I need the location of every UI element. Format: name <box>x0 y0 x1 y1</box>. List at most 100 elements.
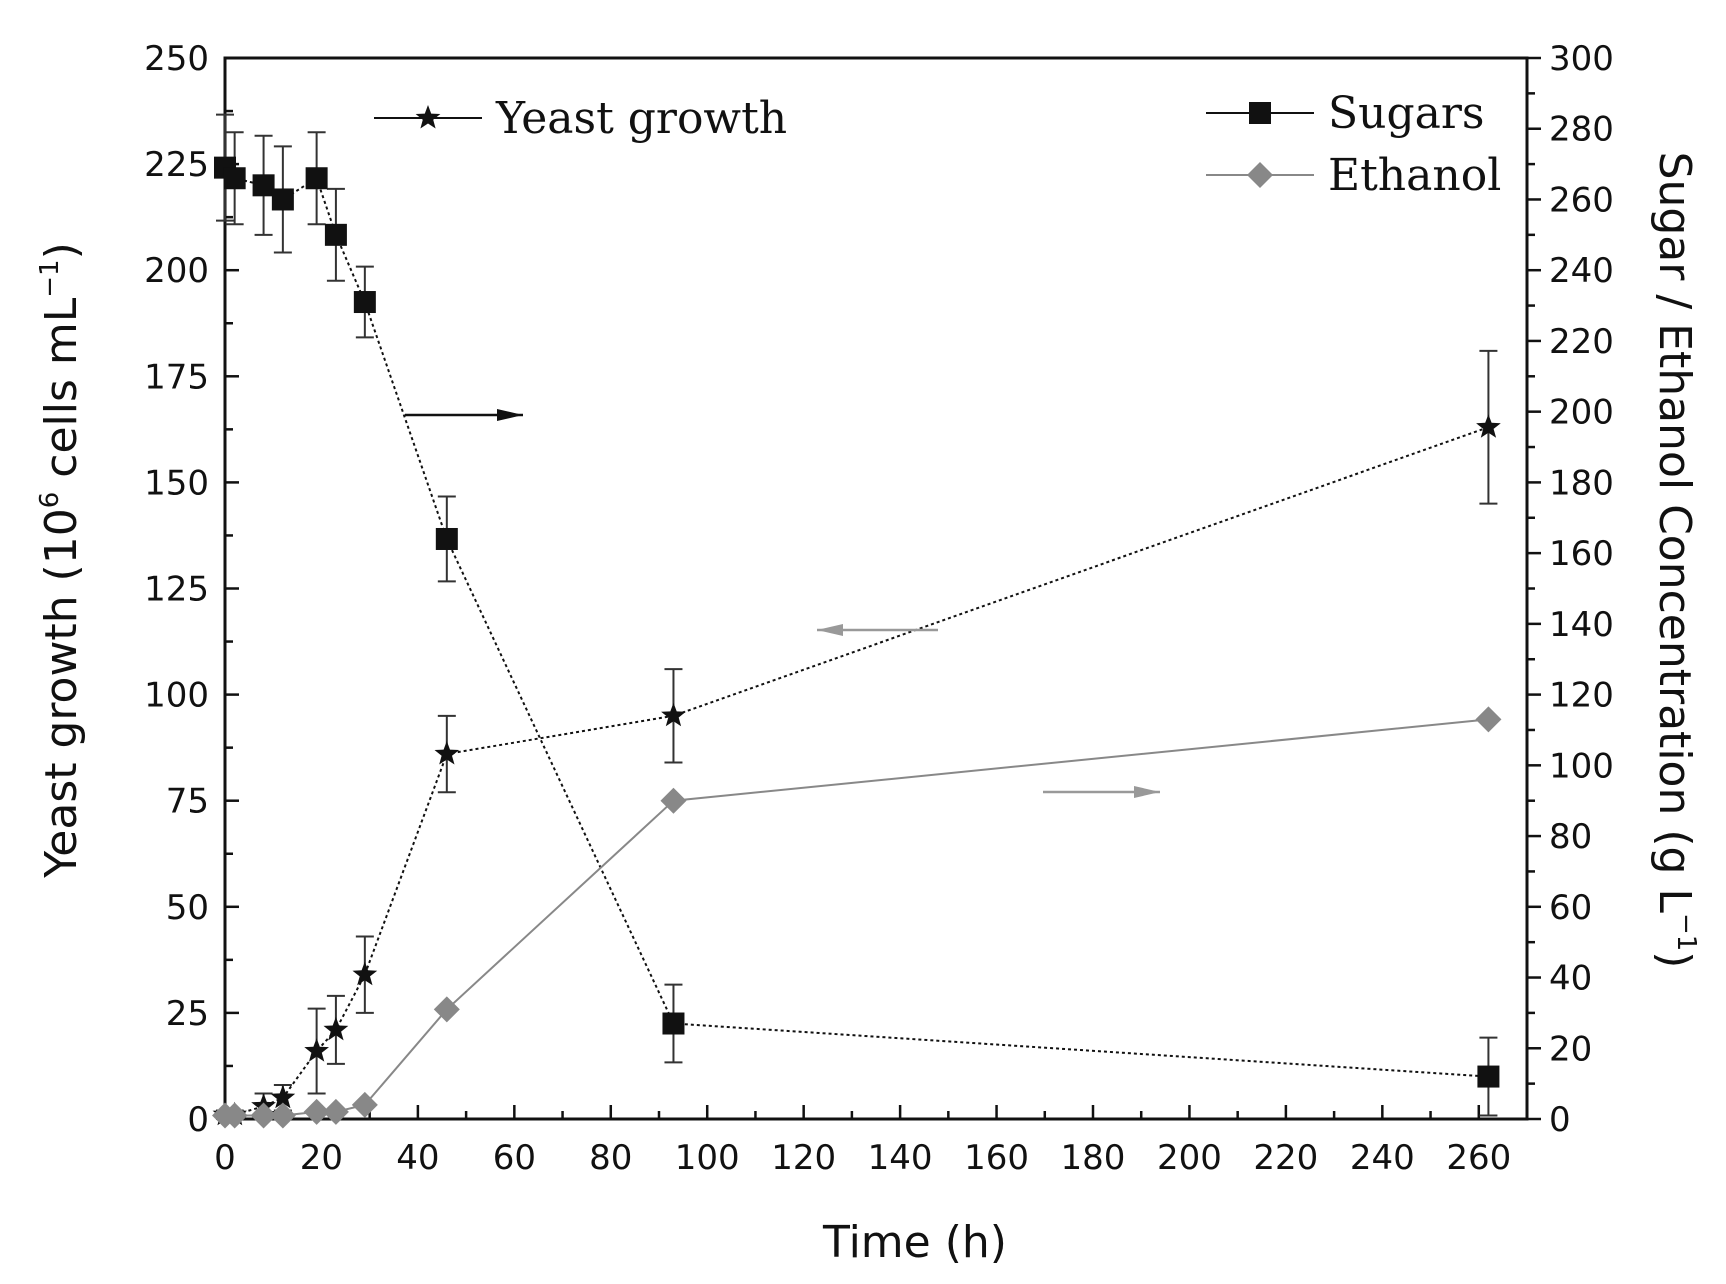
legend-marker-square <box>1249 102 1271 124</box>
arrow-head <box>817 624 843 636</box>
x-axis: 0 20 40 60 80 100 120 140 160 180 200 220 240 260 <box>214 1105 1511 1178</box>
y-left-tick-label: 150 <box>144 463 209 503</box>
x-tick-label: 80 <box>589 1138 632 1178</box>
data-point-square <box>353 291 376 314</box>
y-right-tick-label: 260 <box>1549 180 1614 220</box>
data-point-diamond <box>433 996 460 1023</box>
data-point-star <box>323 1016 349 1041</box>
y-left-tick-label: 75 <box>166 782 209 822</box>
y-left-tick-label: 125 <box>144 570 209 610</box>
y-left-tick-label: 175 <box>144 357 209 397</box>
data-point-star <box>270 1084 296 1109</box>
data-point-star <box>661 702 686 727</box>
y-axis-right: 0 20 40 60 80 100 120 140 160 180 200 220 240 260 280 3… <box>1527 39 1614 1140</box>
data-point-diamond <box>269 1102 296 1129</box>
series-sugars <box>214 113 1500 1117</box>
data-point-square <box>662 1012 685 1035</box>
data-point-diamond <box>303 1098 330 1125</box>
legend-label: Ethanol <box>1328 150 1501 201</box>
y-axis-left: 0 25 50 75 100 125 150 175 200 225 250 <box>144 39 239 1140</box>
y-right-title-main: Sugar / Ethanol Concentration (g L <box>1649 152 1700 914</box>
y-right-tick-label: 200 <box>1549 393 1614 433</box>
y-right-tick-label: 40 <box>1549 959 1592 999</box>
y-left-tick-label: 25 <box>166 994 209 1034</box>
y-left-title-sup1: 6 <box>35 492 65 509</box>
x-tick-label: 200 <box>1157 1138 1222 1178</box>
series-line-yeast-growth <box>225 426 1489 1116</box>
y-left-title-main: Yeast growth (10 <box>36 508 87 878</box>
plot-area-border <box>223 56 1529 1121</box>
y-left-tick-label: 50 <box>166 888 209 928</box>
y-right-tick-label: 220 <box>1549 322 1614 362</box>
x-tick-label: 140 <box>868 1138 933 1178</box>
arrow-head <box>1134 786 1160 798</box>
x-axis-title: Time (h) <box>822 1217 1007 1268</box>
arrow-right-black <box>405 409 523 421</box>
series-layer <box>212 113 1502 1129</box>
x-tick-label: 60 <box>493 1138 536 1178</box>
arrow-head <box>497 409 523 421</box>
data-point-diamond <box>221 1102 248 1129</box>
arrow-right-gray <box>1043 786 1160 798</box>
data-point-square <box>223 167 246 190</box>
data-point-square <box>252 174 275 197</box>
axis-arrows <box>405 409 1160 798</box>
legend-marker-star <box>415 105 441 129</box>
y-left-tick-label: 100 <box>144 676 209 716</box>
y-left-tick-label: 225 <box>144 145 209 185</box>
legend-entry-sugars: Sugars <box>1206 88 1485 139</box>
y-right-title-end: ) <box>1649 951 1700 968</box>
x-tick-label: 180 <box>1061 1138 1126 1178</box>
arrow-left-gray <box>817 624 938 636</box>
x-tick-label: 260 <box>1446 1138 1511 1178</box>
data-point-star <box>434 741 460 765</box>
y-right-tick-label: 100 <box>1549 746 1614 786</box>
x-tick-label: 40 <box>396 1138 439 1178</box>
data-point-diamond <box>1475 706 1502 733</box>
legend: Yeast growth Sugars Ethanol <box>374 88 1501 201</box>
x-tick-label: 120 <box>771 1138 836 1178</box>
x-tick-label: 240 <box>1350 1138 1415 1178</box>
legend-entry-yeast-growth: Yeast growth <box>374 93 787 144</box>
data-point-star <box>1476 414 1501 438</box>
y-left-tick-label: 200 <box>144 251 209 291</box>
legend-marker-diamond <box>1247 162 1273 188</box>
y-left-tick-label: 0 <box>187 1100 209 1140</box>
series-ethanol <box>212 706 1502 1129</box>
legend-entry-ethanol: Ethanol <box>1206 150 1501 201</box>
y-right-tick-label: 80 <box>1549 817 1592 857</box>
x-tick-label: 160 <box>964 1138 1029 1178</box>
data-point-star <box>352 961 378 986</box>
y-left-title-end: ) <box>36 242 87 259</box>
y-axis-right-title: Sugar / Ethanol Concentration (g L−1) <box>1649 152 1701 969</box>
y-right-tick-label: 160 <box>1549 534 1614 574</box>
data-point-diamond <box>351 1091 378 1118</box>
data-point-square <box>1477 1065 1500 1088</box>
x-tick-label: 100 <box>675 1138 740 1178</box>
plot-frame <box>223 56 1529 1121</box>
data-point-square <box>271 188 294 211</box>
y-right-tick-label: 280 <box>1549 110 1614 150</box>
y-left-title-sup2: −1 <box>35 259 65 297</box>
x-tick-label: 220 <box>1253 1138 1318 1178</box>
series-line-ethanol <box>225 718 1489 1117</box>
y-right-tick-label: 60 <box>1549 888 1592 928</box>
data-point-square <box>435 527 458 550</box>
y-right-tick-label: 300 <box>1549 39 1614 79</box>
data-point-diamond <box>322 1098 349 1125</box>
y-right-title-sup: −1 <box>1671 913 1701 951</box>
data-point-square <box>324 223 347 246</box>
x-tick-label: 20 <box>300 1138 343 1178</box>
y-left-tick-label: 250 <box>144 39 209 79</box>
legend-label: Sugars <box>1328 88 1485 139</box>
legend-label: Yeast growth <box>495 93 787 144</box>
y-right-tick-label: 240 <box>1549 251 1614 291</box>
y-axis-left-title: Yeast growth (106 cells mL−1) <box>35 242 87 879</box>
data-point-star <box>304 1038 329 1062</box>
data-point-square <box>305 167 328 190</box>
data-point-diamond <box>660 787 687 814</box>
x-tick-label: 0 <box>214 1138 236 1178</box>
y-right-tick-label: 180 <box>1549 463 1614 503</box>
y-left-title-mid: cells mL <box>36 297 87 491</box>
